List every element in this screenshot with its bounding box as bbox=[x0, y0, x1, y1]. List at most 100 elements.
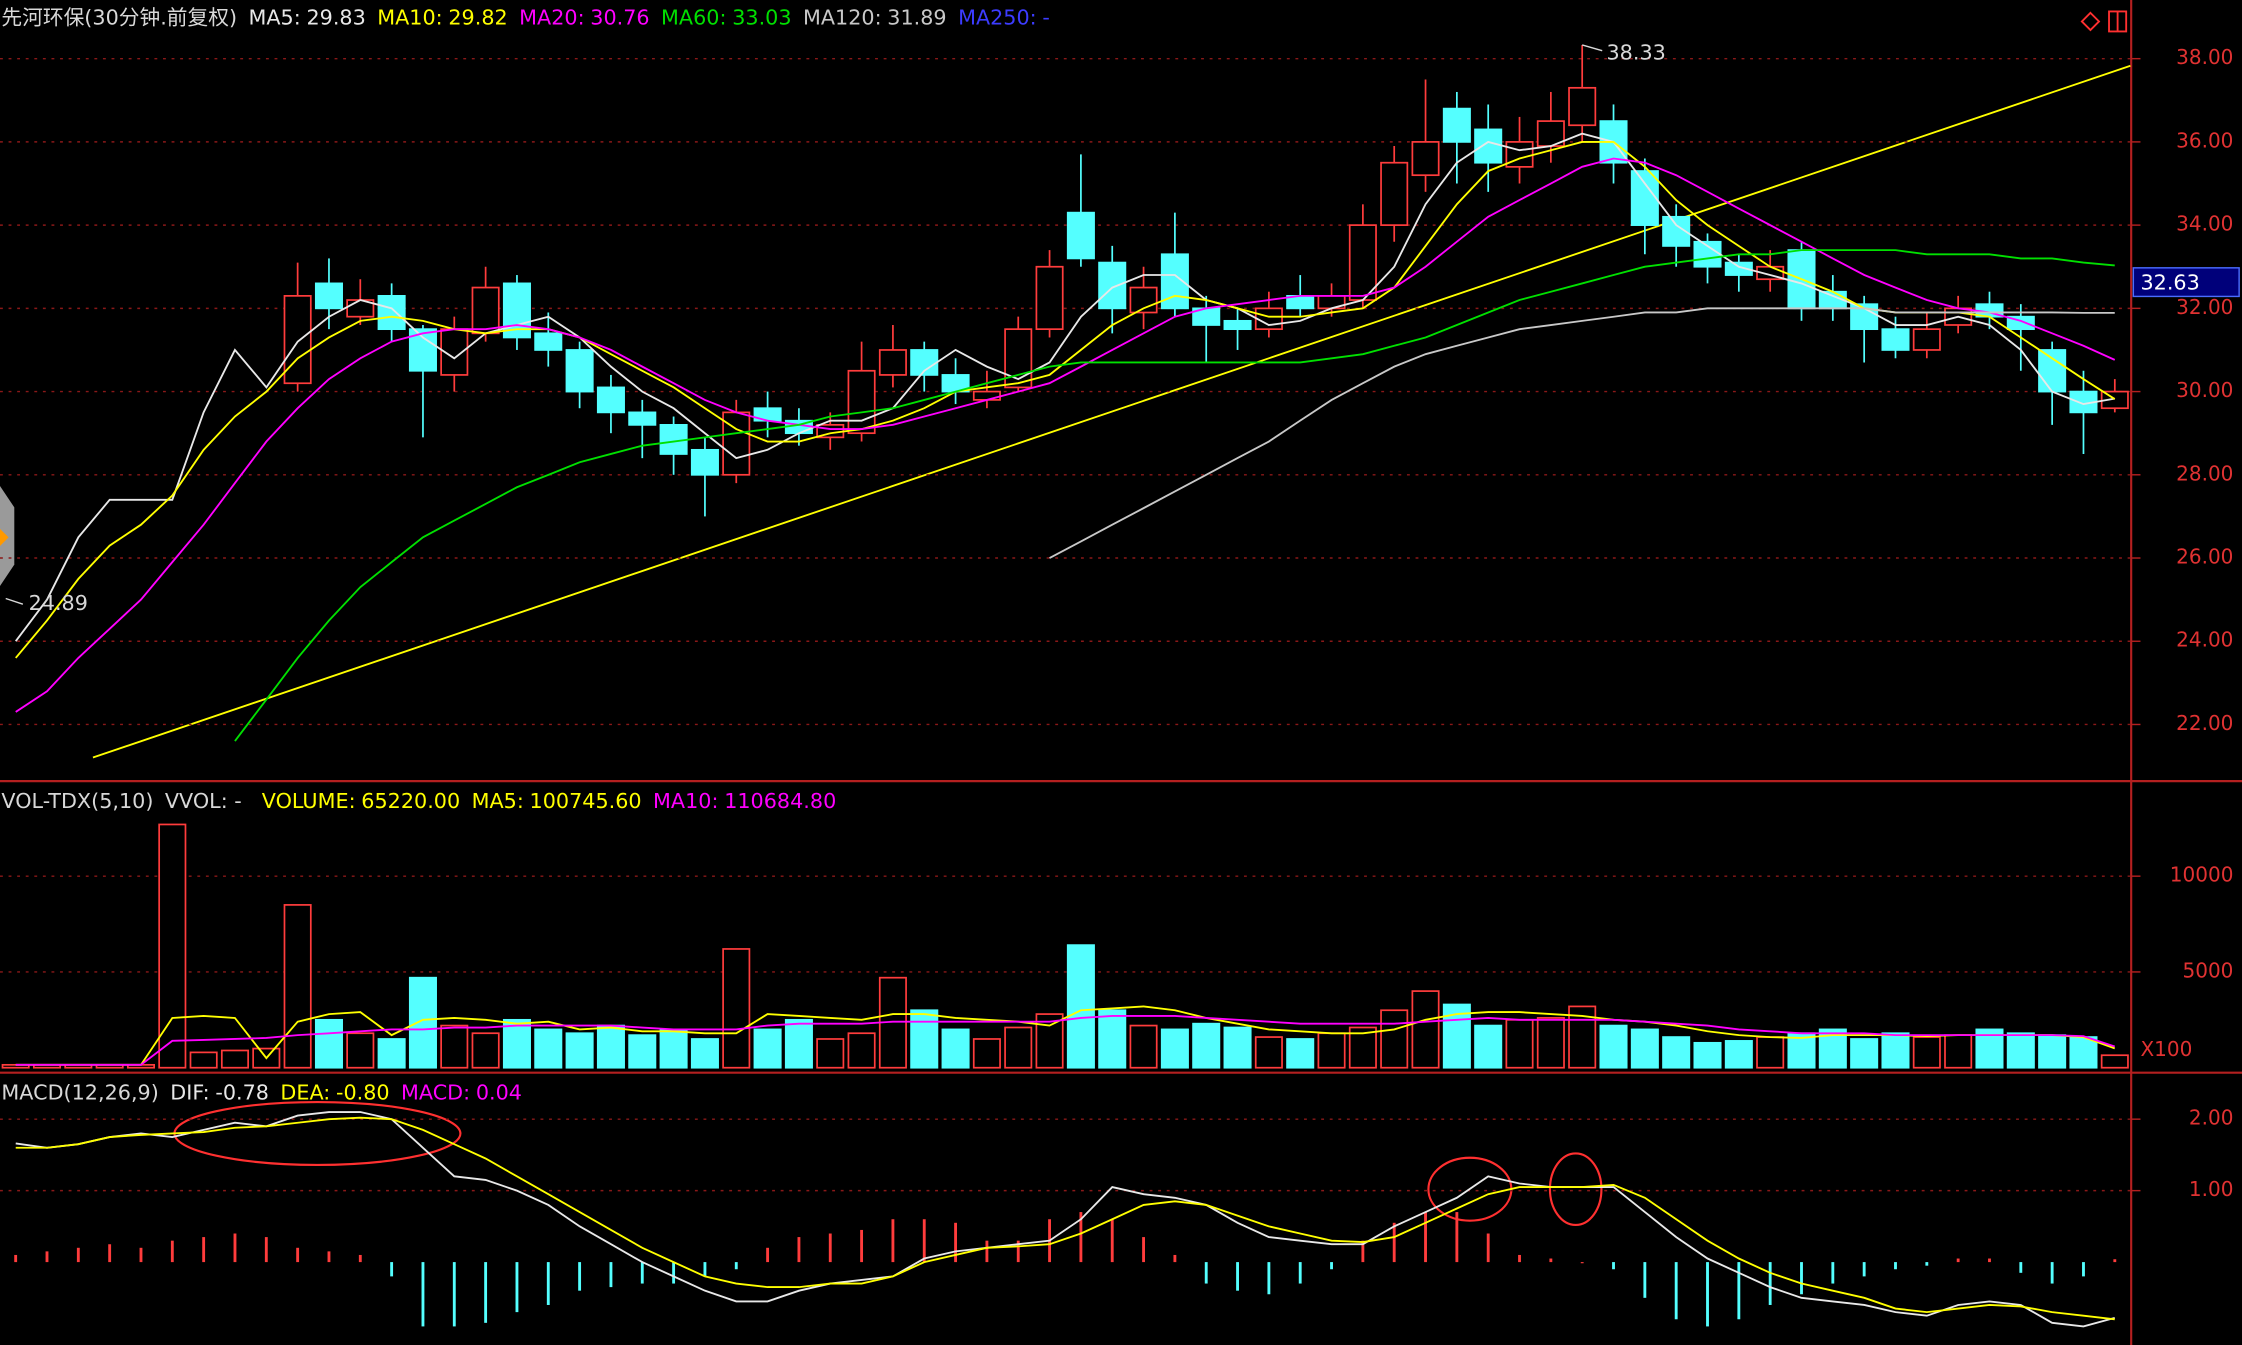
ma-line bbox=[15, 1005, 2116, 1066]
candle-body bbox=[1568, 86, 1597, 127]
macd-bar bbox=[170, 1240, 174, 1263]
y-tick-label: 30.00 bbox=[2176, 378, 2233, 402]
legend-value: 31.89 bbox=[887, 6, 946, 30]
candle-body bbox=[471, 286, 500, 335]
panel-subtitle: VVOL: - bbox=[165, 789, 242, 813]
candle-body bbox=[1442, 107, 1471, 143]
candle-body bbox=[690, 448, 719, 476]
macd-bar bbox=[860, 1229, 864, 1263]
candle-body bbox=[377, 295, 406, 331]
macd-bar bbox=[2113, 1259, 2117, 1263]
ma-line bbox=[15, 1111, 2115, 1328]
last-price-box bbox=[2132, 267, 2240, 298]
macd-bar bbox=[358, 1254, 362, 1263]
macd-bar bbox=[1016, 1240, 1020, 1263]
legend-value: 29.82 bbox=[448, 6, 507, 30]
legend-name: MA5: bbox=[249, 6, 301, 30]
volume-bar bbox=[283, 904, 312, 1069]
volume-bar bbox=[1693, 1041, 1722, 1069]
y-tick-label: 38.00 bbox=[2176, 45, 2233, 69]
y-tick-label: 22.00 bbox=[2176, 711, 2233, 735]
trend-line bbox=[92, 64, 2131, 759]
macd-bar bbox=[985, 1240, 989, 1263]
volume-bar bbox=[220, 1049, 249, 1069]
legend-name: MA250: bbox=[958, 6, 1037, 30]
candle-body bbox=[1098, 261, 1127, 310]
macd-bar bbox=[1267, 1262, 1271, 1295]
macd-bar bbox=[296, 1247, 300, 1263]
volume-bar bbox=[596, 1024, 625, 1069]
volume-bar bbox=[1944, 1034, 1973, 1069]
volume-bar bbox=[189, 1051, 218, 1069]
macd-bar bbox=[1518, 1254, 1521, 1263]
macd-bar bbox=[1330, 1262, 1333, 1270]
volume-bar bbox=[1850, 1038, 1879, 1069]
volume-bar bbox=[1035, 1013, 1064, 1069]
volume-bar bbox=[816, 1038, 845, 1069]
macd-bar bbox=[1800, 1262, 1803, 1295]
volume-bar bbox=[784, 1018, 813, 1069]
volume-bar bbox=[565, 1032, 594, 1069]
volume-bar bbox=[2069, 1036, 2098, 1069]
macd-bar bbox=[2050, 1262, 2054, 1284]
panel-header: 先河环保(30分钟.前复权) MA5: 29.83 MA10: 29.82 MA20: 30… bbox=[1, 6, 1049, 30]
macd-bar bbox=[1486, 1233, 1490, 1263]
macd-bar bbox=[1674, 1262, 1678, 1320]
panel-title: VOL-TDX(5,10) bbox=[1, 789, 153, 813]
candle-body bbox=[1474, 128, 1503, 164]
diamond-icon[interactable] bbox=[2080, 11, 2101, 32]
volume-bar bbox=[847, 1032, 876, 1069]
high-label: 38.33 bbox=[1606, 41, 1665, 65]
macd-bar bbox=[1988, 1258, 1991, 1263]
macd-bar bbox=[640, 1262, 644, 1284]
volume-bar bbox=[1160, 1028, 1189, 1069]
volume-bar bbox=[1254, 1036, 1283, 1069]
volume-bar bbox=[502, 1018, 531, 1069]
y-tick-label: 5000 bbox=[2183, 958, 2234, 982]
legend-name: VOLUME: bbox=[262, 789, 356, 813]
low-label: 24.89 bbox=[29, 591, 88, 615]
candle-body bbox=[1411, 141, 1440, 177]
volume-bar bbox=[1066, 944, 1095, 1069]
candle-body bbox=[628, 411, 657, 426]
legend-value: 100745.60 bbox=[530, 789, 642, 813]
volume-bar bbox=[1912, 1036, 1941, 1069]
candle-body bbox=[1254, 307, 1283, 331]
volume-bar bbox=[346, 1032, 375, 1069]
volume-bar bbox=[1474, 1024, 1503, 1069]
macd-bar bbox=[797, 1237, 801, 1263]
candle-body bbox=[1129, 286, 1158, 314]
candle-body bbox=[565, 349, 594, 393]
candle-body bbox=[1380, 161, 1409, 226]
macd-bar bbox=[1392, 1222, 1396, 1263]
legend-value: - bbox=[1042, 6, 1049, 30]
macd-bar bbox=[108, 1244, 112, 1263]
volume-bar bbox=[377, 1038, 406, 1069]
volume-bar bbox=[534, 1028, 563, 1069]
volume-bar bbox=[972, 1038, 1001, 1069]
candle-body bbox=[1223, 319, 1252, 331]
macd-bar bbox=[609, 1262, 613, 1288]
macd-bar bbox=[578, 1262, 582, 1291]
macd-bar bbox=[421, 1262, 425, 1327]
volume-bar bbox=[408, 976, 437, 1069]
volume-bar bbox=[2038, 1034, 2067, 1069]
volume-bar bbox=[1724, 1040, 1753, 1069]
ma-line bbox=[14, 132, 2115, 642]
legend-value: 30.76 bbox=[590, 6, 649, 30]
legend-name: MACD: bbox=[401, 1080, 470, 1104]
volume-bar bbox=[314, 1018, 343, 1069]
panel-title: 先河环保(30分钟.前复权) bbox=[1, 6, 237, 30]
macd-bar bbox=[1643, 1262, 1647, 1298]
macd-bar bbox=[1298, 1262, 1302, 1284]
macd-bar bbox=[202, 1237, 206, 1263]
candle-body bbox=[596, 386, 625, 414]
macd-bar bbox=[954, 1222, 958, 1263]
candle-body bbox=[314, 282, 343, 310]
legend-value: 0.04 bbox=[476, 1080, 522, 1104]
last-price: 32.63 bbox=[2140, 271, 2199, 295]
macd-bar bbox=[233, 1233, 237, 1263]
legend-name: MA120: bbox=[803, 6, 882, 30]
macd-bar bbox=[1894, 1262, 1897, 1270]
